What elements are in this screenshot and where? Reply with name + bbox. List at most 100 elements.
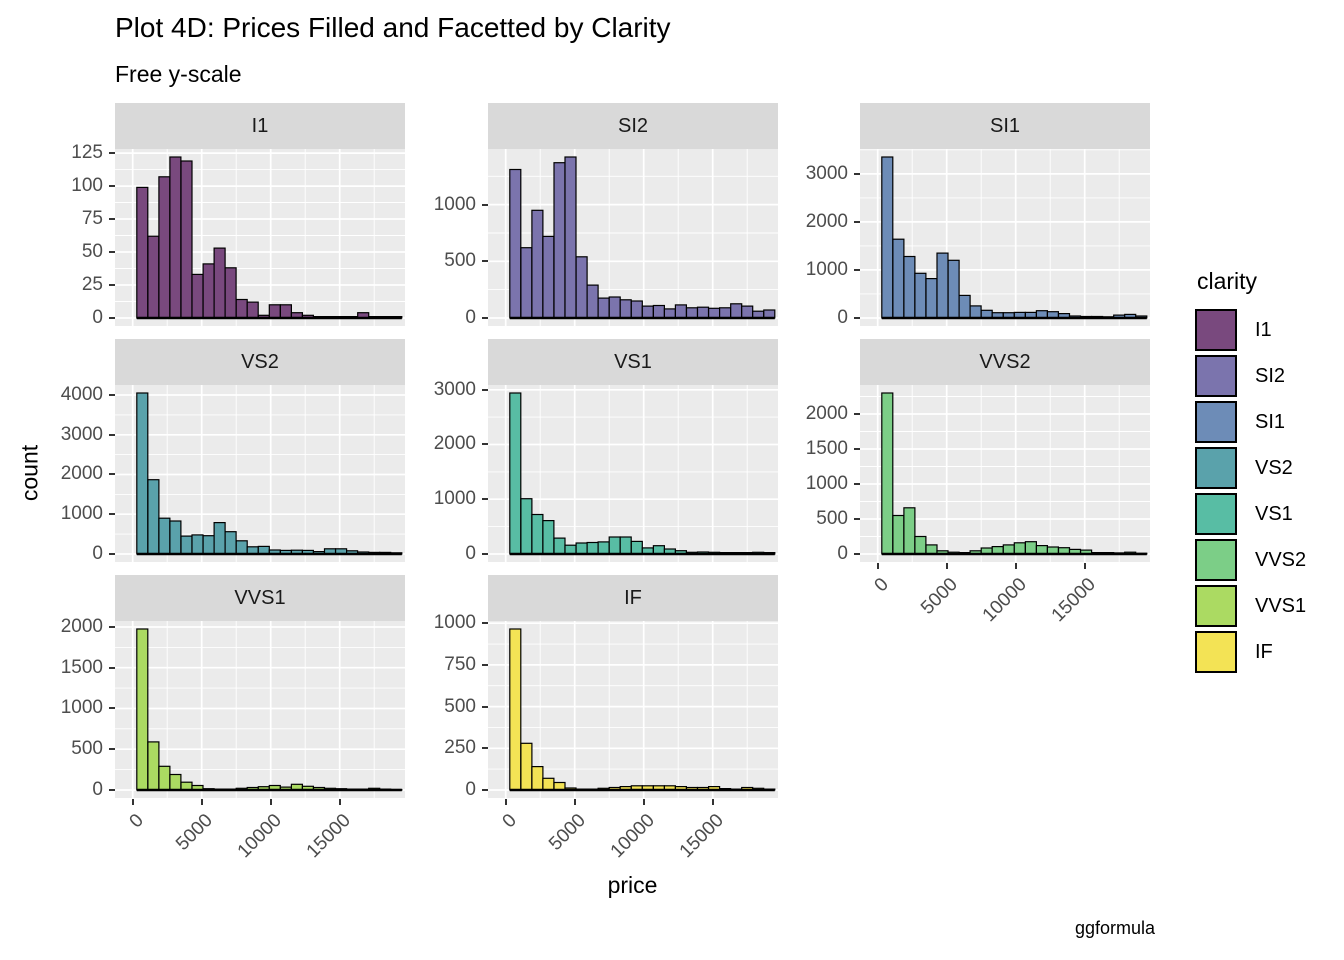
- y-tick-label: 1000: [433, 193, 476, 215]
- legend-item-label: VVS1: [1255, 594, 1307, 617]
- x-axis-title: price: [607, 872, 658, 898]
- facet-strip: I1: [115, 103, 405, 149]
- y-tick-mark: [854, 517, 860, 520]
- y-tick-mark: [482, 747, 488, 750]
- y-tick-mark: [482, 552, 488, 555]
- x-tick-mark: [642, 799, 645, 805]
- y-tick-label: 250: [444, 737, 476, 759]
- histogram-svg: [115, 385, 405, 562]
- histogram-svg: [115, 621, 405, 798]
- y-tick-mark: [854, 482, 860, 485]
- y-tick-label: 1000: [433, 612, 476, 634]
- histogram-svg: [860, 149, 1150, 326]
- y-tick-mark: [109, 185, 115, 188]
- legend-swatch: [1195, 447, 1237, 489]
- legend-item-VS2: VS2: [1195, 447, 1344, 489]
- legend-item-label: SI2: [1255, 364, 1286, 387]
- y-tick-label: 3000: [805, 162, 848, 184]
- facet-panel-VS1: [488, 385, 778, 562]
- facet-panel-VVS2: [860, 385, 1150, 562]
- x-tick-mark: [711, 799, 714, 805]
- facet-strip-label: I1: [251, 114, 269, 137]
- y-tick-mark: [854, 448, 860, 450]
- y-tick-label: 2000: [60, 463, 103, 485]
- histogram-svg: [488, 385, 778, 562]
- y-tick-mark: [109, 513, 115, 516]
- facet-panel-IF: [488, 621, 778, 798]
- y-tick-mark: [109, 666, 115, 669]
- facet-panel-SI1: [860, 149, 1150, 326]
- legend-title: clarity: [1197, 268, 1258, 294]
- y-tick-label: 0: [465, 778, 476, 800]
- y-tick-mark: [482, 663, 488, 666]
- plot-subtitle: Free y-scale: [115, 61, 242, 87]
- y-tick-label: 75: [81, 208, 103, 230]
- y-tick-label: 2000: [433, 433, 476, 455]
- y-tick-label: 1500: [805, 438, 848, 459]
- facet-panel-VS2: [115, 385, 405, 562]
- x-tick-mark: [200, 799, 203, 805]
- x-tick-mark: [269, 799, 272, 805]
- legend-item-I1: I1: [1195, 309, 1344, 351]
- y-tick-label: 50: [81, 241, 103, 262]
- y-tick-label: 0: [92, 306, 103, 328]
- facet-strip: VS2: [115, 339, 405, 385]
- facet-strip-label: VVS2: [979, 350, 1031, 373]
- y-tick-label: 500: [444, 250, 476, 272]
- legend-item-IF: IF: [1195, 631, 1344, 673]
- y-tick-label: 1000: [60, 503, 103, 525]
- legend: clarity I1 SI2 SI1 VS2 VS1 VVS2 VVS1 IF: [1195, 268, 1344, 677]
- facet-strip: VVS1: [115, 575, 405, 621]
- y-tick-mark: [854, 316, 860, 319]
- legend-items: I1 SI2 SI1 VS2 VS1 VVS2 VVS1 IF: [1195, 309, 1344, 673]
- y-tick-mark: [109, 473, 115, 476]
- legend-item-VS1: VS1: [1195, 493, 1344, 535]
- legend-swatch: [1195, 309, 1237, 351]
- histogram-svg: [488, 149, 778, 326]
- y-tick-label: 1000: [60, 697, 103, 719]
- y-tick-label: 500: [444, 695, 476, 717]
- y-tick-mark: [482, 443, 488, 446]
- y-tick-mark: [109, 788, 115, 791]
- x-tick-mark: [876, 563, 879, 569]
- facet-strip: VVS2: [860, 339, 1150, 385]
- facet-strip: VS1: [488, 339, 778, 385]
- facet-panel-I1: [115, 149, 405, 326]
- y-tick-mark: [109, 748, 115, 751]
- y-axis-title: count: [16, 444, 43, 502]
- histogram-svg: [860, 385, 1150, 562]
- y-tick-mark: [482, 388, 488, 391]
- facet-strip-label: SI1: [989, 114, 1021, 137]
- x-tick-mark: [1014, 563, 1017, 569]
- y-tick-mark: [109, 433, 115, 436]
- facet-panel-SI2: [488, 149, 778, 326]
- facet-strip: SI1: [860, 103, 1150, 149]
- y-tick-mark: [482, 203, 488, 206]
- y-tick-label: 3000: [60, 423, 103, 445]
- y-tick-mark: [482, 498, 488, 501]
- legend-swatch: [1195, 355, 1237, 397]
- legend-swatch: [1195, 585, 1237, 627]
- y-tick-mark: [109, 707, 115, 710]
- legend-item-label: VS1: [1255, 502, 1293, 525]
- legend-item-VVS2: VVS2: [1195, 539, 1344, 581]
- y-tick-label: 1000: [433, 488, 476, 510]
- y-tick-mark: [854, 220, 860, 223]
- y-tick-mark: [854, 268, 860, 271]
- facet-strip-label: VS2: [241, 350, 279, 373]
- y-tick-mark: [854, 172, 860, 175]
- y-tick-mark: [482, 788, 488, 791]
- legend-item-label: SI1: [1255, 410, 1286, 433]
- y-tick-label: 1000: [805, 472, 848, 494]
- x-tick-mark: [338, 799, 341, 805]
- y-tick-label: 1500: [60, 656, 103, 678]
- y-tick-label: 1000: [805, 258, 848, 280]
- y-tick-label: 750: [444, 653, 476, 675]
- y-tick-mark: [482, 622, 488, 625]
- y-tick-mark: [109, 394, 115, 397]
- y-tick-label: 25: [81, 273, 103, 295]
- y-tick-label: 4000: [60, 384, 103, 406]
- y-tick-label: 0: [92, 778, 103, 800]
- y-tick-label: 500: [71, 738, 103, 760]
